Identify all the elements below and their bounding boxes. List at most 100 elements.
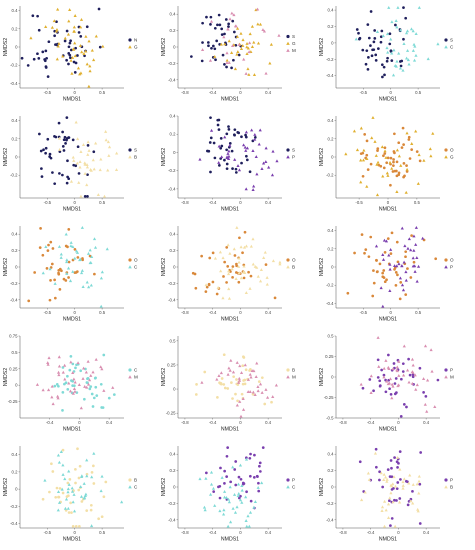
- data-point: [89, 261, 93, 265]
- data-point: [90, 471, 94, 474]
- data-point: [210, 46, 213, 50]
- data-point: [76, 447, 79, 451]
- data-point: [263, 402, 267, 406]
- data-point: [407, 481, 411, 485]
- data-point: [90, 524, 94, 528]
- data-point: [233, 468, 237, 471]
- data-point: [191, 271, 195, 275]
- data-point: [242, 276, 246, 280]
- data-point: [68, 389, 73, 393]
- data-point: [386, 173, 390, 177]
- data-point: [66, 506, 70, 510]
- x-axis-label: NMDS1: [221, 537, 239, 543]
- data-point: [53, 135, 56, 138]
- data-point: [218, 164, 221, 167]
- data-point: [89, 385, 93, 388]
- data-point: [83, 54, 86, 58]
- x-tick-label: 0: [239, 310, 242, 315]
- data-point: [79, 406, 83, 410]
- data-point: [227, 125, 230, 128]
- data-point: [395, 169, 398, 173]
- data-point: [226, 151, 230, 155]
- data-point: [244, 457, 249, 461]
- data-point: [360, 233, 364, 236]
- y-tick-label: 0.2: [328, 24, 335, 29]
- nmds-panel-1: -0.5 0 0.5 -0.4 -0.2 0 0.2 0.4 NMDS1 NMDS2 N G: [0, 0, 158, 110]
- data-point: [408, 157, 412, 160]
- data-point: [217, 13, 221, 17]
- data-point: [73, 271, 77, 275]
- data-point: [85, 280, 89, 284]
- data-point: [361, 174, 365, 178]
- data-point: [220, 155, 224, 159]
- data-point: [36, 14, 39, 18]
- data-point: [267, 165, 271, 169]
- data-point: [390, 484, 394, 488]
- data-point: [94, 34, 98, 38]
- data-point: [213, 256, 217, 260]
- x-tick-label: 0: [74, 310, 77, 315]
- legend-marker: [128, 478, 132, 482]
- data-point: [395, 456, 400, 459]
- data-point: [393, 64, 397, 67]
- data-point: [274, 383, 278, 387]
- data-point: [233, 158, 237, 161]
- nmds-panel-15: -0.8 -0.4 0 0.4 -0.4 -0.2 0 0.2 0.4 NMDS1 NMDS2 P B: [316, 440, 474, 550]
- data-point: [41, 253, 45, 257]
- data-point: [233, 128, 237, 132]
- series-C: [198, 457, 264, 528]
- data-point: [73, 14, 77, 17]
- data-point: [241, 355, 245, 359]
- data-point: [73, 389, 77, 393]
- data-point: [381, 257, 386, 261]
- data-point: [405, 405, 408, 409]
- data-point: [390, 166, 394, 170]
- nmds-plot-4: -0.5 0 0.5 -0.2 0 0.2 0.4 NMDS1 NMDS2 SB: [3, 116, 137, 213]
- data-point: [47, 40, 51, 44]
- data-point: [394, 23, 397, 27]
- x-tick-label: -0.5: [360, 310, 368, 315]
- data-point: [69, 354, 73, 358]
- data-point: [241, 251, 244, 255]
- data-point: [85, 385, 89, 389]
- data-point: [367, 55, 370, 59]
- legend-marker: [286, 48, 290, 52]
- data-point: [223, 135, 227, 139]
- data-point: [226, 243, 230, 247]
- data-point: [402, 344, 406, 348]
- series-P: [361, 353, 440, 418]
- data-point: [392, 158, 395, 161]
- data-point: [378, 470, 381, 474]
- data-point: [369, 44, 372, 47]
- data-point: [67, 276, 70, 279]
- nmds-plot-6: -0.5 0 0.5 -0.2 0 0.2 0.4 NMDS1 NMDS2 OG: [319, 116, 454, 213]
- data-point: [67, 62, 70, 66]
- data-point: [352, 129, 357, 133]
- data-point: [215, 377, 219, 381]
- data-point: [278, 260, 282, 264]
- x-tick-label: -0.4: [209, 200, 217, 205]
- data-point: [264, 387, 268, 391]
- data-point: [370, 54, 374, 58]
- data-point: [243, 271, 247, 274]
- y-tick-label: -0.2: [326, 283, 334, 288]
- data-point: [223, 481, 226, 485]
- data-point: [371, 116, 375, 119]
- data-point: [92, 167, 96, 171]
- data-point: [249, 375, 253, 379]
- legend-marker: [444, 265, 448, 269]
- data-point: [397, 262, 401, 266]
- nmds-panel-4: -0.5 0 0.5 -0.2 0 0.2 0.4 NMDS1 NMDS2 S B: [0, 110, 158, 220]
- data-point: [372, 281, 376, 285]
- data-point: [409, 276, 413, 279]
- nmds-plot-11: -0.8 -0.4 0 0.4 -0.25 0 0.25 0.5 NMDS1 NMDS2 BM: [161, 336, 296, 433]
- data-point: [72, 29, 76, 33]
- data-point: [371, 294, 375, 298]
- data-point: [231, 397, 234, 400]
- data-point: [387, 253, 391, 257]
- data-point: [57, 460, 61, 464]
- legend-marker: [128, 45, 132, 49]
- data-point: [85, 474, 89, 478]
- data-point: [61, 390, 65, 394]
- data-point: [414, 32, 418, 36]
